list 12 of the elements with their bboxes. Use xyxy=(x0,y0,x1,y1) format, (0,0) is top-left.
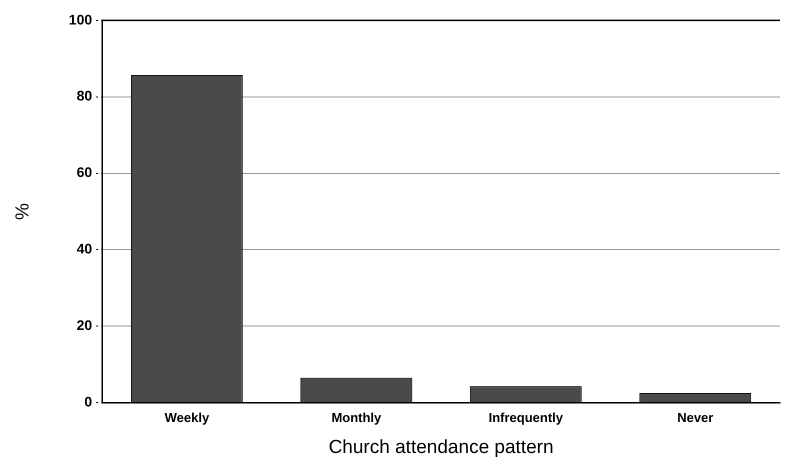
y-axis-title: % xyxy=(12,202,34,220)
y-tick-label: 80 xyxy=(76,88,92,104)
y-tick-label: 40 xyxy=(76,240,92,257)
x-tick-label: Monthly xyxy=(331,410,382,425)
y-tick-label: 0 xyxy=(84,393,92,410)
y-tick-label: 20 xyxy=(76,317,92,334)
x-tick-label: Never xyxy=(677,410,714,425)
x-tick-label: Weekly xyxy=(164,410,210,425)
x-axis-title: Church attendance pattern xyxy=(328,436,554,458)
x-tick-label: Infrequently xyxy=(488,410,564,425)
y-tick-label: 60 xyxy=(76,164,92,180)
y-tick-label: 100 xyxy=(68,11,92,28)
